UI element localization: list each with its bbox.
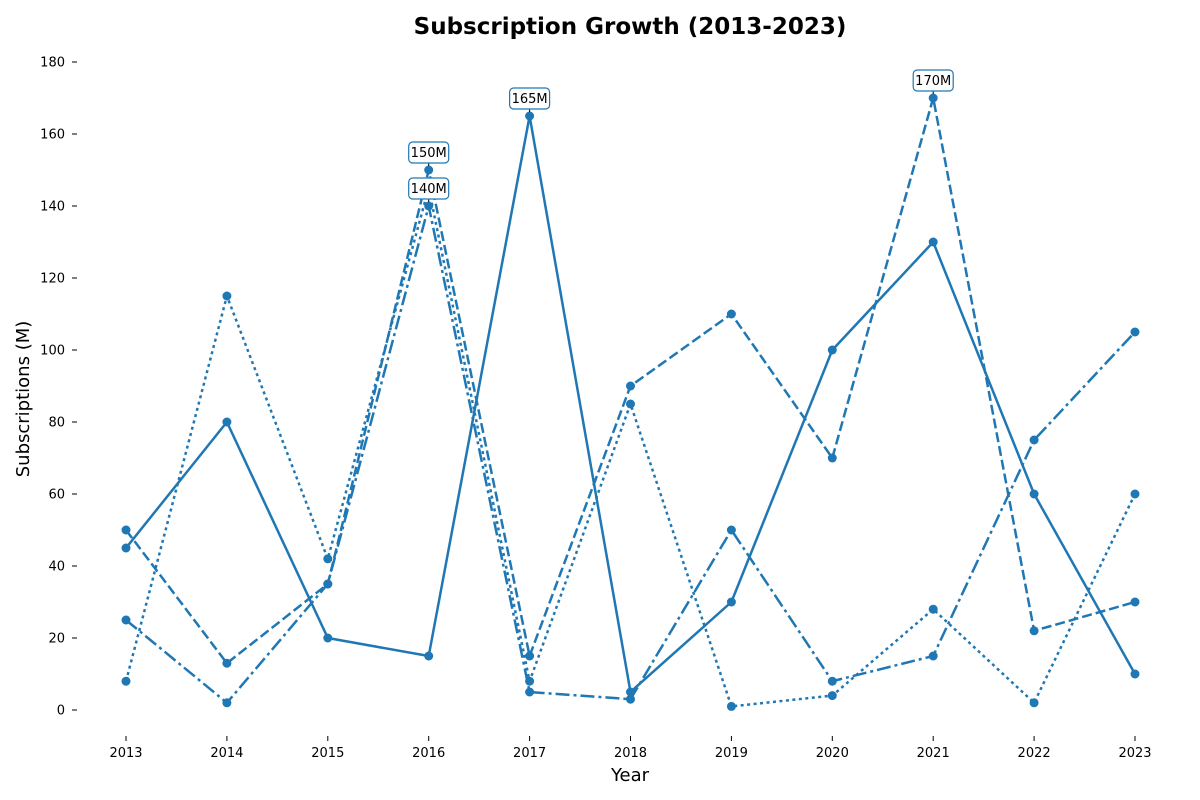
data-point — [1130, 669, 1140, 679]
data-point — [1130, 327, 1140, 337]
annotation-box — [912, 69, 954, 92]
data-point — [1029, 435, 1039, 445]
data-point — [525, 111, 535, 121]
data-point — [827, 691, 837, 701]
series-3 — [121, 183, 1140, 711]
data-point — [928, 651, 938, 661]
data-point — [323, 633, 333, 643]
value-annotation: 140M — [408, 177, 450, 202]
value-annotation: 165M — [509, 87, 551, 112]
series-layer — [121, 93, 1140, 711]
y-tick-label: 60 — [48, 488, 65, 503]
series-1 — [121, 111, 1140, 697]
y-tick-label: 80 — [48, 416, 65, 431]
data-point — [222, 417, 232, 427]
annotation-box — [509, 87, 551, 110]
annotation-label: 165M — [512, 92, 548, 107]
chart-title: Subscription Growth (2013-2023) — [414, 14, 847, 40]
x-axis: 2013 2014 2015 2016 2017 2018 2019 2020 2021 2022… — [109, 736, 1152, 761]
y-tick-label: 0 — [57, 704, 65, 719]
data-point — [121, 676, 131, 686]
y-axis-label: Subscriptions (M) — [13, 321, 34, 478]
data-point — [323, 554, 333, 564]
data-point — [323, 579, 333, 589]
data-point — [928, 604, 938, 614]
x-tick-label: 2019 — [715, 746, 748, 761]
y-axis: 0 20 40 60 80 100 120 140 160 180 — [40, 56, 77, 719]
x-tick-label: 2022 — [1018, 746, 1051, 761]
y-tick-label: 120 — [40, 272, 65, 287]
series-line — [124, 186, 1137, 708]
data-point — [626, 381, 635, 391]
data-point — [222, 291, 232, 301]
x-tick-label: 2017 — [513, 746, 546, 761]
x-tick-label: 2023 — [1118, 746, 1151, 761]
x-tick-label: 2020 — [816, 746, 849, 761]
y-tick-label: 180 — [40, 56, 65, 71]
x-tick-label: 2013 — [109, 746, 142, 761]
x-axis-label: Year — [610, 765, 650, 786]
data-point — [121, 525, 131, 535]
annotation-layer: 150M 140M 165M 170M — [408, 69, 954, 202]
y-tick-label: 20 — [48, 632, 65, 647]
y-tick-label: 100 — [40, 344, 65, 359]
data-point — [525, 651, 535, 661]
series-line — [125, 96, 1136, 665]
series-line — [125, 204, 1136, 705]
data-point — [827, 345, 837, 355]
data-point — [626, 399, 635, 409]
data-point — [726, 309, 736, 319]
data-point — [121, 615, 131, 625]
data-point — [1130, 489, 1140, 499]
x-tick-label: 2021 — [917, 746, 950, 761]
data-point — [222, 698, 232, 708]
data-point — [1029, 489, 1039, 499]
data-point — [928, 237, 938, 247]
annotation-label: 150M — [411, 146, 447, 161]
data-point — [424, 201, 434, 211]
data-point — [1029, 698, 1039, 708]
data-point — [827, 676, 837, 686]
data-point — [525, 687, 535, 697]
x-tick-label: 2016 — [412, 746, 445, 761]
data-point — [726, 525, 736, 535]
annotation-label: 140M — [411, 182, 447, 197]
value-annotation: 150M — [408, 141, 450, 166]
data-point — [626, 694, 635, 704]
data-point — [121, 543, 131, 553]
data-point — [726, 701, 736, 711]
data-point — [726, 597, 736, 607]
y-tick-label: 140 — [40, 200, 65, 215]
data-point — [424, 165, 434, 175]
y-tick-label: 40 — [48, 560, 65, 575]
y-tick-label: 160 — [40, 128, 65, 143]
series-4 — [121, 201, 1140, 708]
data-point — [1029, 626, 1039, 636]
x-tick-label: 2018 — [614, 746, 647, 761]
series-2 — [121, 93, 1140, 668]
x-tick-label: 2014 — [210, 746, 243, 761]
annotation-label: 170M — [915, 74, 951, 89]
data-point — [928, 93, 938, 103]
x-tick-label: 2015 — [311, 746, 344, 761]
data-point — [222, 658, 232, 668]
annotation-box — [408, 141, 450, 164]
data-point — [424, 651, 434, 661]
data-point — [827, 453, 837, 463]
data-point — [1130, 597, 1140, 607]
annotation-box — [408, 177, 450, 200]
value-annotation: 170M — [912, 69, 954, 94]
